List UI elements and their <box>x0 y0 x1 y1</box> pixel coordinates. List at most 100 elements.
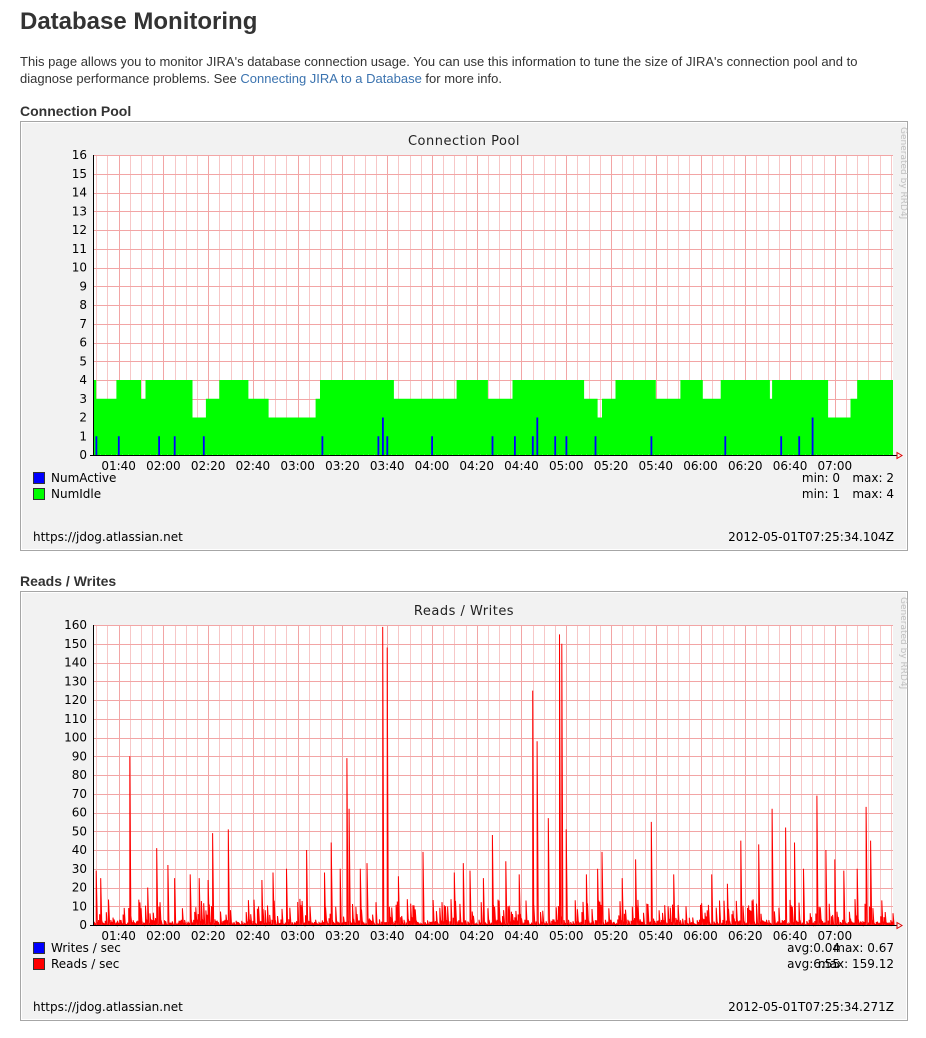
intro-text: This page allows you to monitor JIRA's d… <box>20 53 900 87</box>
legend-label: Writes / sec <box>51 941 121 955</box>
intro-text-after: for more info. <box>421 71 502 86</box>
numactive-spike <box>536 417 539 455</box>
y-tick-label: 4 <box>79 373 87 387</box>
x-tick-label: 04:40 <box>504 459 539 473</box>
numactive-spike <box>95 436 98 456</box>
y-tick-label: 80 <box>72 768 87 782</box>
legend-label: NumIdle <box>51 487 101 501</box>
y-tick-label: 60 <box>72 806 87 820</box>
chart-footer-url: https://jdog.atlassian.net <box>33 530 183 544</box>
y-tick-label: 7 <box>79 317 87 331</box>
numidle-area <box>94 380 893 455</box>
x-tick-label: 02:20 <box>191 459 226 473</box>
numactive-spike <box>158 436 160 456</box>
numactive-spike <box>491 436 494 456</box>
x-axis-arrow <box>896 921 903 930</box>
x-tick-label: 05:00 <box>549 929 584 943</box>
y-tick-label: 2 <box>79 411 87 425</box>
y-tick-label: 100 <box>64 731 87 745</box>
x-tick-label: 06:20 <box>728 929 763 943</box>
numactive-spike <box>554 436 557 456</box>
x-tick-label: 04:00 <box>415 459 450 473</box>
page-title: Database Monitoring <box>20 8 258 35</box>
chart-footer-timestamp: 2012-05-01T07:25:34.104Z <box>728 530 894 544</box>
connecting-jira-link[interactable]: Connecting JIRA to a Database <box>240 71 422 86</box>
watermark: Generated by RRD4J <box>898 127 908 219</box>
x-tick-label: 07:00 <box>818 459 853 473</box>
legend-max: max: 4 <box>852 487 894 501</box>
x-tick-label: 04:40 <box>504 929 539 943</box>
y-tick-label: 160 <box>64 618 87 632</box>
legend-stat: avg:0.04 <box>787 941 840 955</box>
y-tick-label: 70 <box>72 787 87 801</box>
numactive-spike <box>202 436 205 456</box>
numactive-spike <box>798 436 801 456</box>
y-tick-label: 140 <box>64 656 87 670</box>
y-tick-label: 0 <box>79 918 87 932</box>
legend-label: NumActive <box>51 471 116 485</box>
x-tick-label: 02:00 <box>146 459 181 473</box>
y-tick-label: 3 <box>79 392 87 406</box>
x-tick-label: 05:00 <box>549 459 584 473</box>
numactive-spike <box>382 417 384 455</box>
chart-footer-url: https://jdog.atlassian.net <box>33 1000 183 1014</box>
legend-stat: avg:6.55 <box>787 957 840 971</box>
y-tick-label: 120 <box>64 693 87 707</box>
x-tick-label: 03:40 <box>370 929 405 943</box>
numactive-spike <box>117 436 120 456</box>
numactive-spike <box>650 436 653 456</box>
x-tick-label: 01:40 <box>101 929 136 943</box>
y-tick-label: 13 <box>72 204 87 218</box>
y-tick-label: 8 <box>79 298 87 312</box>
y-tick-label: 10 <box>72 261 87 275</box>
x-tick-label: 05:40 <box>638 459 673 473</box>
y-tick-label: 150 <box>64 637 87 651</box>
x-tick-label: 06:40 <box>773 459 808 473</box>
numactive-spike <box>386 436 389 456</box>
reads-writes-chart: Reads / Writes Generated by RRD4J 0 10 20 30 4… <box>20 591 908 1021</box>
legend-swatch <box>33 958 45 970</box>
x-axis-arrow <box>896 451 903 460</box>
x-tick-label: 05:20 <box>594 929 629 943</box>
legend-max: max: 0.67 <box>833 941 894 955</box>
numactive-spike <box>531 436 534 456</box>
intro-text-before: This page allows you to monitor JIRA's d… <box>20 54 858 86</box>
y-tick-label: 16 <box>72 148 87 162</box>
legend-stat: min: 0 <box>802 471 840 485</box>
x-tick-label: 06:00 <box>683 929 718 943</box>
y-tick-label: 5 <box>79 354 87 368</box>
numactive-spike <box>431 436 433 456</box>
y-tick-label: 90 <box>72 749 87 763</box>
reads-per-sec-line <box>93 626 895 927</box>
y-tick-label: 14 <box>72 186 87 200</box>
legend-max: max: 2 <box>852 471 894 485</box>
y-tick-label: 30 <box>72 862 87 876</box>
x-tick-label: 04:20 <box>459 459 494 473</box>
numactive-spike <box>321 436 324 456</box>
y-tick-label: 11 <box>72 242 87 256</box>
numactive-spike <box>780 436 783 456</box>
legend-swatch <box>33 472 45 484</box>
legend-swatch <box>33 488 45 500</box>
x-tick-label: 02:20 <box>191 929 226 943</box>
y-tick-label: 40 <box>72 843 87 857</box>
section-heading-connection-pool: Connection Pool <box>20 103 132 119</box>
x-tick-label: 03:20 <box>325 459 360 473</box>
x-tick-label: 06:20 <box>728 459 763 473</box>
numactive-spike <box>377 436 380 456</box>
numactive-spike <box>173 436 176 456</box>
legend-stat: min: 1 <box>802 487 840 501</box>
legend-max: max: 159.12 <box>818 957 894 971</box>
connection-pool-chart: Connection Pool Generated by RRD4J 0 1 2 3 4 5 6… <box>20 121 908 551</box>
chart-frame-inner <box>21 592 907 1020</box>
x-tick-label: 05:20 <box>594 459 629 473</box>
numactive-spike <box>724 436 727 456</box>
chart-frame-inner <box>21 122 907 550</box>
x-tick-label: 03:20 <box>325 929 360 943</box>
x-tick-label: 02:00 <box>146 929 181 943</box>
numactive-spike <box>514 436 516 456</box>
y-tick-label: 12 <box>72 223 87 237</box>
x-tick-label: 04:00 <box>415 929 450 943</box>
section-heading-reads-writes: Reads / Writes <box>20 573 117 589</box>
x-tick-label: 01:40 <box>101 459 136 473</box>
